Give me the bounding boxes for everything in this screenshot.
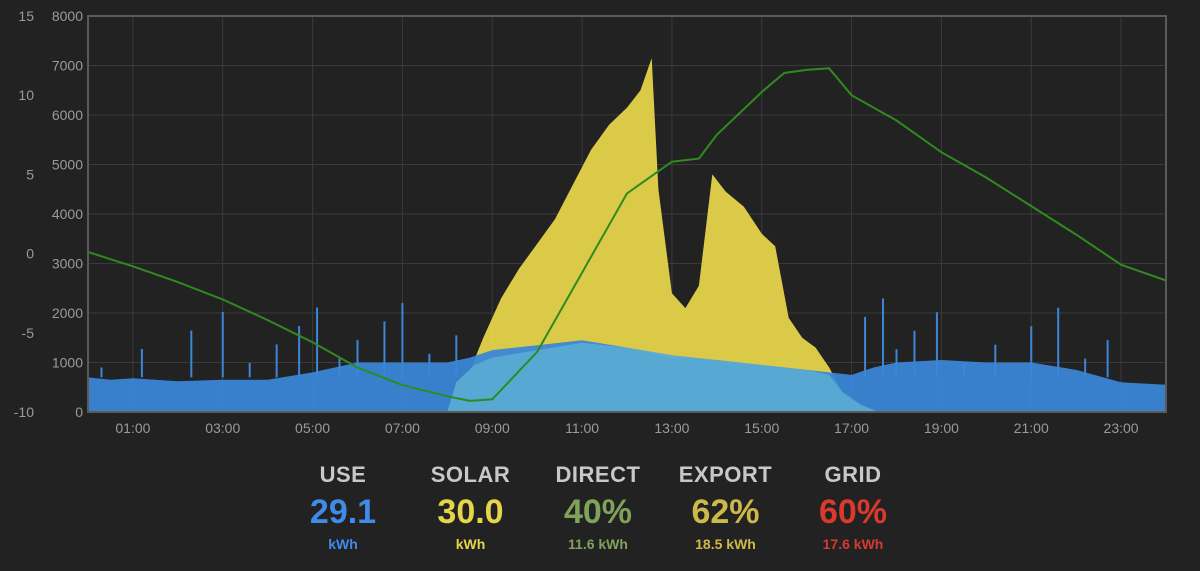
y-right-tick-label: 1000 — [52, 355, 83, 371]
x-tick-label: 07:00 — [385, 420, 420, 436]
stat-direct-value: 40% — [563, 493, 633, 531]
stat-use-value: 29.1 — [309, 493, 377, 531]
y-right-tick-label: 3000 — [52, 256, 83, 272]
y-right-tick-label: 7000 — [52, 58, 83, 74]
y-left-tick-label: 0 — [26, 246, 34, 262]
y-right-tick-label: 2000 — [52, 305, 83, 321]
x-tick-label: 19:00 — [924, 420, 959, 436]
series-battery-line — [87, 67, 1167, 402]
y-left-tick-label: 5 — [26, 166, 34, 182]
stat-export-unit: 18.5 kWh — [695, 536, 756, 552]
stat-solar-label: SOLAR — [430, 462, 511, 487]
stat-direct: DIRECT 40% 11.6 kWh — [543, 462, 653, 552]
y-left-tick-label: 10 — [18, 87, 34, 103]
y-left-tick-label: 15 — [18, 8, 34, 24]
series-solar-area — [451, 58, 852, 412]
y-left-tick-label: -5 — [22, 325, 35, 341]
stat-use-unit: kWh — [328, 536, 358, 552]
stat-export: EXPORT 62% 18.5 kWh — [671, 462, 781, 552]
stat-grid-label: GRID — [824, 462, 882, 487]
x-tick-label: 23:00 — [1104, 420, 1139, 436]
plot-frame — [87, 15, 1167, 413]
stat-solar-unit: kWh — [455, 536, 486, 552]
y-right-tick-label: 4000 — [52, 206, 83, 222]
x-tick-label: 05:00 — [295, 420, 330, 436]
x-tick-label: 11:00 — [565, 420, 599, 436]
y-left-tick-label: -10 — [14, 404, 34, 420]
x-tick-label: 17:00 — [834, 420, 869, 436]
stat-grid-unit: 17.6 kWh — [822, 536, 884, 552]
x-tick-label: 13:00 — [654, 420, 689, 436]
x-tick-label: 15:00 — [744, 420, 779, 436]
series-layer — [87, 58, 1167, 412]
stat-solar-value: 30.0 — [437, 493, 504, 531]
stat-grid: GRID 60% 17.6 kWh — [798, 462, 908, 552]
stat-use-label: USE — [319, 462, 367, 487]
stat-grid-value: 60% — [818, 493, 888, 531]
stat-direct-label: DIRECT — [555, 462, 641, 487]
axis-layer: 010002000300040005000600070008000-10-505… — [14, 8, 1139, 436]
stat-use: USE 29.1 kWh — [288, 462, 398, 552]
y-right-tick-label: 0 — [75, 404, 83, 420]
energy-chart: 010002000300040005000600070008000-10-505… — [14, 8, 1167, 436]
stats-panel: USE 29.1 kWh SOLAR 30.0 kWh DIRECT 40% 1… — [288, 462, 908, 552]
x-tick-label: 21:00 — [1014, 420, 1049, 436]
stat-export-label: EXPORT — [678, 462, 773, 487]
x-tick-label: 09:00 — [475, 420, 510, 436]
x-tick-label: 03:00 — [205, 420, 240, 436]
y-right-tick-label: 5000 — [52, 157, 83, 173]
y-right-tick-label: 6000 — [52, 107, 83, 123]
series-direct-area — [447, 342, 879, 412]
stat-solar: SOLAR 30.0 kWh — [416, 462, 526, 552]
stat-export-value: 62% — [691, 493, 760, 531]
y-right-tick-label: 8000 — [52, 8, 83, 24]
x-tick-label: 01:00 — [115, 420, 150, 436]
stat-direct-unit: 11.6 kWh — [568, 536, 628, 552]
